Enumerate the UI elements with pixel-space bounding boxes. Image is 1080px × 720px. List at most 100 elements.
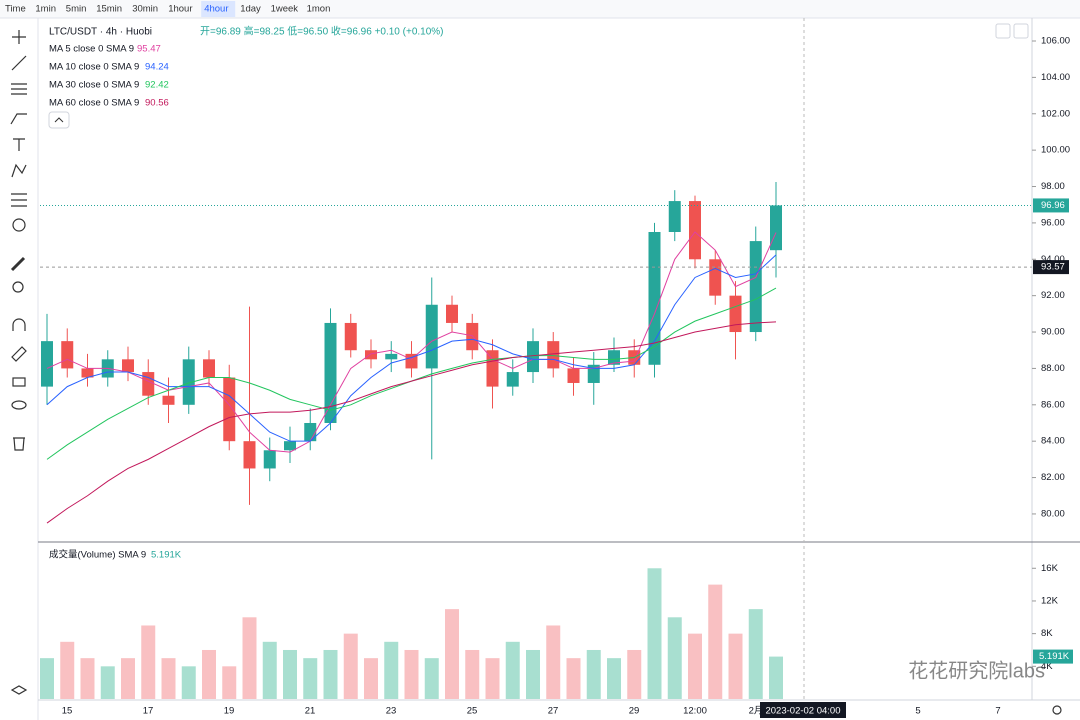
- interval-button[interactable]: Time: [5, 4, 26, 15]
- x-tick-label: 25: [467, 706, 478, 717]
- volume-bar: [566, 658, 581, 699]
- lock-tool[interactable]: [12, 377, 26, 387]
- volume-bar: [60, 641, 75, 699]
- candle-body: [466, 322, 479, 351]
- legend-value: 92.42: [145, 80, 169, 91]
- settings[interactable]: [1052, 705, 1062, 715]
- layers-tool[interactable]: [10, 685, 28, 695]
- line-tool[interactable]: [11, 55, 27, 71]
- crosshair-time-box: [760, 702, 846, 718]
- prediction-tool[interactable]: [11, 193, 27, 207]
- candle-body: [61, 341, 74, 369]
- brush-tool[interactable]: [10, 113, 27, 125]
- y-tick-label: 94.00: [1041, 254, 1065, 265]
- collapse-icon: [54, 117, 64, 123]
- candle-body: [81, 368, 94, 378]
- trash-tool[interactable]: [13, 437, 25, 451]
- draw-mode-tool[interactable]: [11, 346, 27, 362]
- x-tick-label: 21: [305, 706, 316, 717]
- candle-body: [243, 441, 256, 469]
- y-tick-label: 82.00: [1041, 472, 1065, 483]
- visibility-tool[interactable]: [11, 400, 27, 410]
- ruler-tool[interactable]: [10, 256, 26, 272]
- y-tick-label: 80.00: [1041, 508, 1065, 519]
- emoji-tool[interactable]: [12, 218, 26, 232]
- volume-bar: [242, 617, 257, 699]
- y-tick-label: 102.00: [1041, 108, 1070, 119]
- legend-value: 94.24: [145, 62, 169, 73]
- y-tick-label: 96.00: [1041, 217, 1065, 228]
- x-tick-label: 17: [143, 706, 154, 717]
- y-tick-label: 90.00: [1041, 327, 1065, 338]
- button[interactable]: [995, 23, 1011, 39]
- volume-bar: [505, 641, 520, 699]
- volume-bar: [485, 658, 500, 699]
- symbol: LTC/USDT · 4h · Huobi: [49, 27, 152, 38]
- interval-button[interactable]: 4hour: [204, 4, 228, 15]
- candle-body: [587, 364, 600, 383]
- interval-button[interactable]: 1week: [271, 4, 299, 15]
- candle-body: [425, 304, 438, 369]
- candle-body: [324, 322, 337, 423]
- legend-name: MA 30 close 0 SMA 9: [49, 80, 139, 91]
- volume-bar: [667, 617, 682, 699]
- volume-bar: [364, 658, 378, 699]
- interval-button[interactable]: 1mon: [307, 4, 331, 15]
- candle-body: [142, 372, 155, 396]
- legend-value: 95.47: [137, 44, 161, 55]
- interval-button[interactable]: 30min: [132, 4, 158, 15]
- volume-bar: [546, 625, 561, 699]
- candle-body: [729, 295, 742, 333]
- top-toolbar: [0, 0, 1080, 18]
- y-tick-label: 106.00: [1041, 36, 1070, 47]
- watermark: 花花研究院labs: [908, 659, 1045, 682]
- volume-last-box: [1033, 649, 1073, 664]
- candle-body: [263, 450, 276, 469]
- interval-button[interactable]: 5min: [66, 4, 87, 15]
- fib-tool[interactable]: [11, 83, 27, 95]
- volume-bar: [343, 633, 358, 699]
- volume-title: 成交量(Volume) SMA 9: [49, 549, 146, 561]
- candle-body: [122, 359, 134, 373]
- crosshair-time: 2023-02-02 04:00: [765, 706, 840, 717]
- x-tick-label: 27: [548, 706, 559, 717]
- candle-body: [304, 422, 317, 442]
- pattern-tool[interactable]: [11, 163, 27, 178]
- interval-button[interactable]: 15min: [96, 4, 122, 15]
- volume-bar: [526, 649, 540, 699]
- text-tool[interactable]: [13, 138, 25, 151]
- candle-body: [365, 350, 377, 360]
- candle-body: [709, 259, 722, 296]
- last-price-box: [1033, 198, 1069, 213]
- volume-bar: [647, 568, 662, 699]
- volume-bar: [465, 649, 480, 699]
- ma-line: [46, 321, 777, 524]
- volume-bar: [141, 625, 156, 699]
- legend-value: 90.56: [145, 98, 169, 109]
- interval-button[interactable]: 1day: [240, 4, 261, 15]
- zoom-tool[interactable]: [12, 281, 24, 293]
- interval-button[interactable]: 1min: [35, 4, 56, 15]
- x-tick-label: 19: [224, 706, 235, 717]
- volume-bar: [222, 666, 237, 699]
- candle-body: [344, 322, 357, 351]
- candle-body: [182, 359, 195, 405]
- magnet-tool[interactable]: [12, 318, 26, 331]
- volume-last: 5.191K: [151, 550, 182, 561]
- crosshair-tool[interactable]: [12, 30, 26, 44]
- interval-button[interactable]: 1hour: [168, 4, 192, 15]
- candle-body: [446, 304, 458, 323]
- candle-body: [648, 231, 661, 365]
- candle-body: [385, 353, 398, 360]
- volume-tick-label: 8K: [1041, 628, 1053, 639]
- candle-body: [203, 359, 215, 378]
- volume-bar: [586, 649, 601, 699]
- volume-bar: [100, 666, 115, 699]
- volume-tick-label: 16K: [1041, 563, 1059, 574]
- button[interactable]: [1013, 23, 1029, 39]
- x-tick-label: 5: [915, 706, 920, 717]
- y-tick-label: 86.00: [1041, 399, 1065, 410]
- collapse-button[interactable]: [48, 111, 70, 129]
- volume-bar: [283, 649, 297, 699]
